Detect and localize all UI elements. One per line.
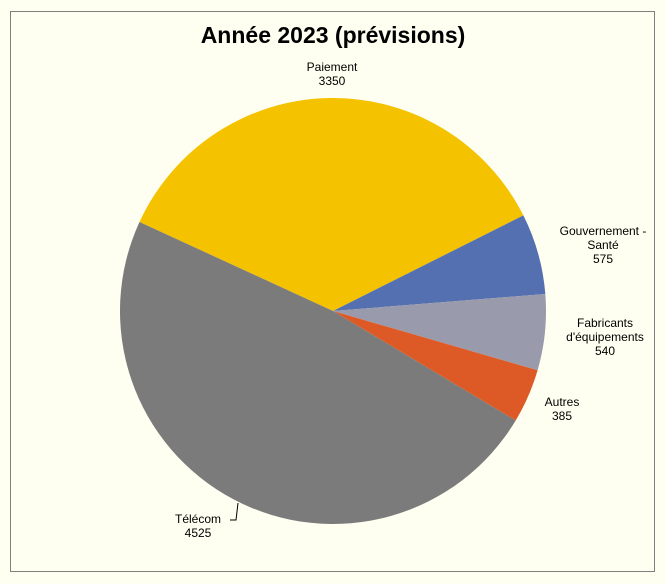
label-text: Gouvernement - [559,224,647,238]
label-value: 4525 [184,526,212,540]
label-value: 3350 [318,74,346,88]
slice-gouvernement-sante [333,215,546,311]
label-autres: Autres 385 [537,395,587,423]
slice-fabricants [333,293,546,371]
leader-line-telecom [230,502,239,521]
chart-frame [10,11,655,572]
label-value: 540 [594,344,616,358]
label-text: Autres [544,395,580,409]
label-text: d'équipements [566,330,644,344]
label-text: Santé [587,238,619,252]
label-text: Télécom [174,512,221,526]
label-text: Paiement [306,60,358,74]
label-telecom: Télécom 4525 [163,512,233,540]
label-value: 575 [592,252,614,266]
slice-telecom [120,221,516,524]
label-gouvernement-sante: Gouvernement - Santé 575 [548,224,658,266]
label-value: 385 [551,409,573,423]
label-fabricants: Fabricants d'équipements 540 [555,316,655,358]
slice-autres [333,311,538,421]
chart-title: Année 2023 (prévisions) [200,22,466,48]
slice-paiement [139,98,524,311]
label-paiement: Paiement 3350 [287,60,377,88]
label-text: Fabricants [576,316,634,330]
